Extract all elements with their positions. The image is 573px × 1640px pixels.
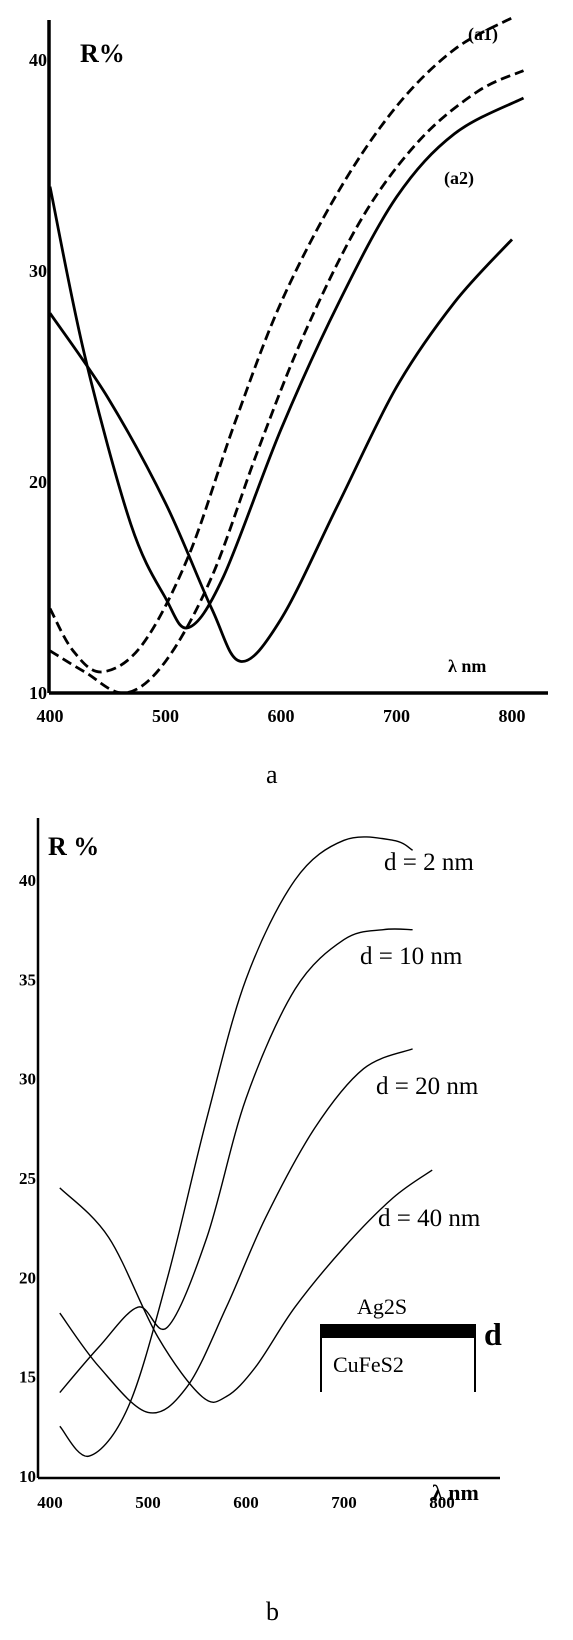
series-line-2 bbox=[59, 928, 413, 1394]
series-line-4 bbox=[48, 238, 514, 663]
x-tick-label: 500 bbox=[135, 1493, 161, 1512]
y-tick-label: 10 bbox=[29, 683, 47, 703]
x-tick-label: 400 bbox=[37, 706, 64, 726]
panel-b: 10 15 20 25 30 35 40 400 500 600 700 800 R % λ nm d… bbox=[19, 818, 502, 1626]
x-tick-label: 400 bbox=[37, 1493, 63, 1512]
panel-b-axes bbox=[36, 818, 500, 1480]
x-tick-label: 600 bbox=[268, 706, 295, 726]
panel-label-b: b bbox=[266, 1597, 279, 1626]
y-tick-label: 20 bbox=[19, 1268, 36, 1287]
series-label-d20: d = 20 nm bbox=[376, 1073, 479, 1100]
y-tick-label: 30 bbox=[19, 1070, 36, 1089]
y-tick-label: 35 bbox=[19, 970, 36, 989]
x-tick-label: 800 bbox=[429, 1493, 455, 1512]
panel-b-xlabel: λ nm bbox=[432, 1480, 479, 1505]
panel-b-ticks: 10 15 20 25 30 35 40 400 500 600 700 800 bbox=[19, 871, 455, 1512]
panel-a-xlabel: λ nm bbox=[448, 656, 486, 676]
x-tick-label: 800 bbox=[499, 706, 526, 726]
series-line-1 bbox=[48, 16, 513, 674]
layer-inset: Ag2S CuFeS2 d bbox=[320, 1294, 502, 1392]
series-line-4 bbox=[59, 1169, 433, 1403]
panel-b-ylabel: R % bbox=[48, 832, 99, 861]
x-tick-label: 700 bbox=[331, 1493, 357, 1512]
y-tick-label: 10 bbox=[19, 1467, 36, 1486]
panel-b-curves bbox=[59, 836, 433, 1457]
panel-a-ylabel: R% bbox=[80, 39, 125, 68]
panel-a-curves bbox=[48, 16, 525, 695]
series-label-a1: (a1) bbox=[468, 24, 498, 45]
series-line-2 bbox=[49, 69, 525, 695]
y-tick-label: 30 bbox=[29, 261, 47, 281]
y-tick-label: 25 bbox=[19, 1169, 36, 1188]
inset-thickness-label: d bbox=[484, 1316, 502, 1352]
inset-substrate-label: CuFeS2 bbox=[333, 1352, 404, 1377]
series-line-3 bbox=[48, 96, 525, 630]
series-line-3 bbox=[59, 1048, 413, 1414]
panel-a-ticks: 10 20 30 40 400 500 600 700 800 bbox=[29, 50, 526, 726]
series-line-1 bbox=[59, 836, 413, 1457]
y-tick-label: 15 bbox=[19, 1368, 36, 1387]
x-tick-label: 700 bbox=[383, 706, 410, 726]
series-label-d2: d = 2 nm bbox=[384, 849, 474, 876]
inset-top-layer-label: Ag2S bbox=[357, 1294, 407, 1319]
x-tick-label: 600 bbox=[233, 1493, 259, 1512]
y-tick-label: 20 bbox=[29, 472, 47, 492]
series-label-a2: (a2) bbox=[444, 168, 474, 189]
series-label-d10: d = 10 nm bbox=[360, 943, 463, 970]
panel-label-a: a bbox=[266, 760, 278, 789]
panel-a: 10 20 30 40 400 500 600 700 800 R% λ nm (a1) (a2… bbox=[29, 16, 548, 789]
panel-a-axes bbox=[47, 20, 548, 695]
y-tick-label: 40 bbox=[19, 871, 36, 890]
ag2s-layer bbox=[321, 1324, 475, 1338]
series-label-d40: d = 40 nm bbox=[378, 1205, 481, 1232]
x-tick-label: 500 bbox=[152, 706, 179, 726]
y-tick-label: 40 bbox=[29, 50, 47, 70]
